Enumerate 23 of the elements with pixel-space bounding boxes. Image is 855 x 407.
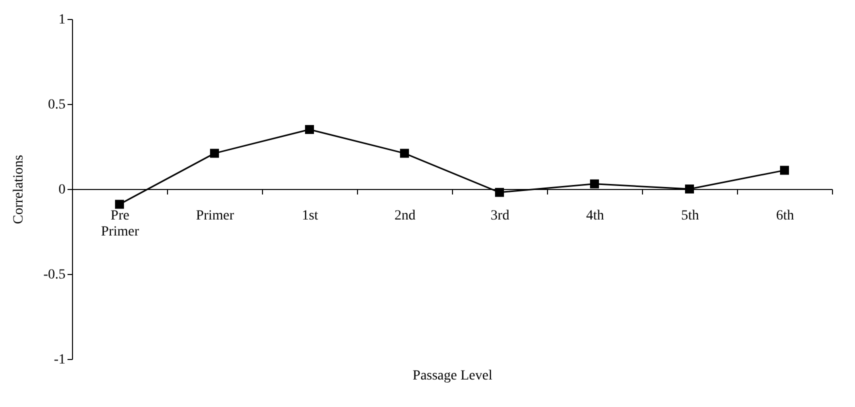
point: [210, 148, 219, 158]
y-tick-label: -0.5: [43, 268, 66, 282]
x-tick-label: 2nd: [394, 208, 416, 224]
point: [590, 179, 599, 188]
x-tick-label: 1st: [302, 208, 318, 224]
point: [685, 184, 694, 194]
y-tick-label: 1: [58, 12, 66, 28]
point: [780, 166, 789, 175]
point: [495, 188, 504, 197]
x-tick-label: 6th: [776, 208, 794, 224]
point: [305, 125, 314, 134]
x-axis-title: Passage Level: [412, 368, 492, 384]
point: [400, 148, 409, 158]
x-tick-label: 3rd: [490, 208, 510, 224]
y-tick-label: 0: [58, 182, 66, 198]
x-tick-label: Pre Primer: [100, 208, 140, 240]
y-tick-label: 0.5: [48, 98, 66, 112]
point: [115, 200, 124, 209]
x-tick-label: 5th: [681, 208, 699, 224]
x-tick-label: 4th: [586, 208, 604, 224]
y-tick-label: -1: [54, 352, 66, 368]
y-axis-title: Correlations: [11, 154, 26, 224]
x-tick-label: Primer: [196, 208, 234, 224]
